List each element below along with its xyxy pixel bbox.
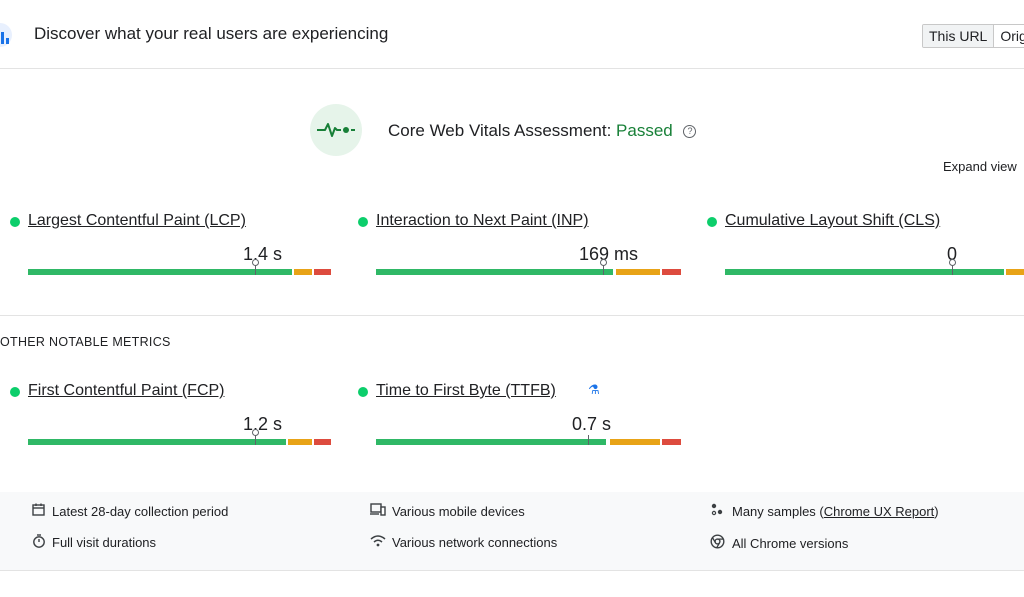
metric-fcp-value: 1.2 s (242, 414, 282, 434)
metric-lcp-link[interactable]: Largest Contentful Paint (LCP) (28, 212, 246, 229)
metric-lcp: Largest Contentful Paint (LCP) 1.4 s (10, 212, 331, 292)
footer-divider (0, 570, 1024, 571)
tab-origin[interactable]: Origi (994, 25, 1024, 47)
metric-ttfb: Time to First Byte (TTFB) ⚗ 0.7 s (358, 382, 681, 462)
report-icon (0, 22, 14, 48)
footer-item-network: Various network connections (370, 534, 557, 550)
good-status-dot (358, 217, 368, 227)
calendar-icon (32, 503, 50, 519)
footer-item-collection-period: Latest 28-day collection period (32, 503, 228, 519)
vitals-pulse-icon (310, 104, 362, 156)
metric-cls-value: 0 (947, 244, 958, 264)
metric-fcp: First Contentful Paint (FCP) 1.2 s (10, 382, 331, 462)
metric-ttfb-link[interactable]: Time to First Byte (TTFB) (376, 382, 556, 399)
metric-cls-distribution-bar (725, 269, 1024, 275)
url-origin-toggle[interactable]: This URL Origi (922, 24, 1024, 48)
good-status-dot (10, 217, 20, 227)
metric-inp-link[interactable]: Interaction to Next Paint (INP) (376, 212, 589, 229)
footer-item-samples: Many samples (Chrome UX Report) (710, 503, 939, 519)
metric-fcp-link[interactable]: First Contentful Paint (FCP) (28, 382, 225, 399)
chrome-icon (710, 534, 728, 552)
devices-icon (370, 503, 388, 519)
metric-inp: Interaction to Next Paint (INP) 169 ms (358, 212, 681, 292)
metric-lcp-value: 1.4 s (242, 244, 282, 264)
flask-icon: ⚗ (588, 382, 600, 397)
footer-item-devices: Various mobile devices (370, 503, 525, 519)
metric-cls-link[interactable]: Cumulative Layout Shift (CLS) (725, 212, 941, 229)
assessment-status: Passed (616, 121, 673, 140)
other-metrics-heading: OTHER NOTABLE METRICS (0, 335, 171, 349)
tab-this-url[interactable]: This URL (923, 25, 995, 47)
section-divider (0, 315, 1024, 316)
expand-view-toggle[interactable]: Expand view (943, 159, 1017, 174)
metric-inp-distribution-bar (376, 269, 681, 275)
metric-ttfb-value: 0.7 s (571, 414, 611, 434)
help-circle-icon[interactable]: ? (683, 125, 697, 138)
good-status-dot (10, 387, 20, 397)
page-title: Discover what your real users are experi… (34, 24, 389, 43)
wifi-icon (370, 534, 388, 550)
footer-item-visit-durations: Full visit durations (32, 534, 156, 551)
good-status-dot (707, 217, 717, 227)
percentile-marker (588, 435, 589, 445)
good-status-dot (358, 387, 368, 397)
assessment-title: Core Web Vitals Assessment: Passed ? (388, 121, 697, 141)
footer-panel (0, 492, 1024, 570)
metric-lcp-distribution-bar (28, 269, 331, 275)
footer-item-chrome-versions: All Chrome versions (710, 534, 848, 552)
timer-icon (32, 534, 50, 551)
chrome-ux-report-link[interactable]: Chrome UX Report (823, 503, 935, 519)
samples-icon (710, 503, 728, 519)
header-divider (0, 68, 1024, 69)
metric-ttfb-distribution-bar (376, 439, 681, 445)
metric-inp-value: 169 ms (578, 244, 638, 264)
metric-cls: Cumulative Layout Shift (CLS) 0 (707, 212, 1024, 292)
assessment-label: Core Web Vitals Assessment: (388, 121, 612, 140)
metric-fcp-distribution-bar (28, 439, 331, 445)
